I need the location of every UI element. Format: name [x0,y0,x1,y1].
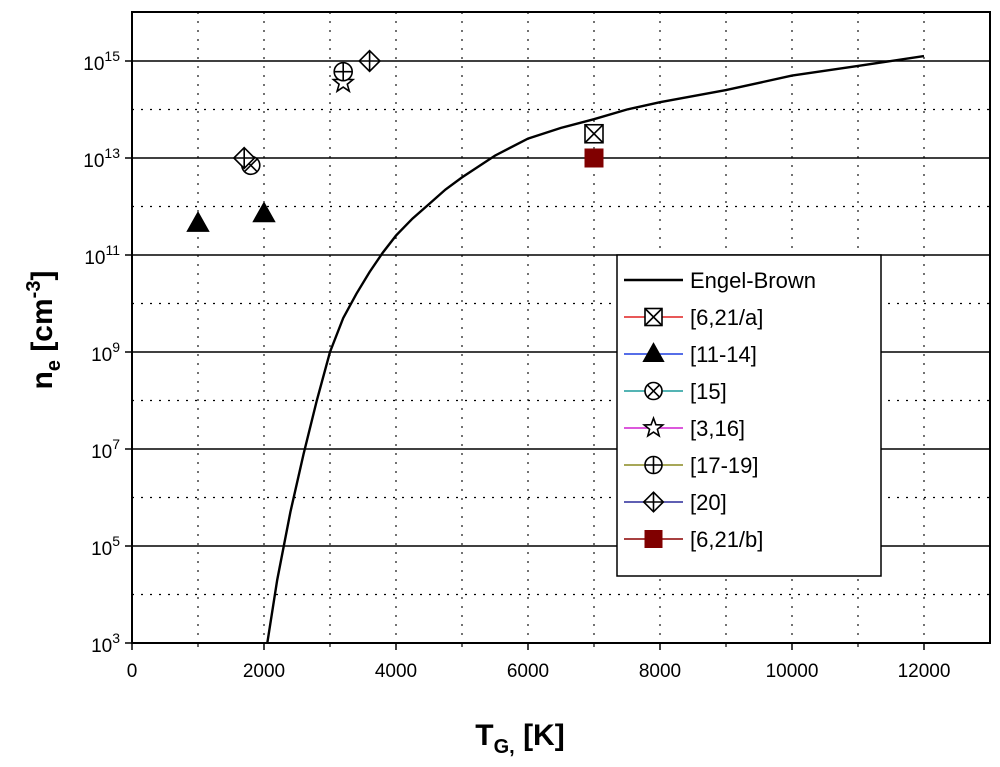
y-tick-label: 103 [91,630,120,657]
legend-label: [15] [690,379,727,404]
legend-item: [17-19] [624,453,759,478]
legend-label: [20] [690,490,727,515]
legend-marker-circle-plus [644,455,663,475]
data-point-diamond-plus [358,49,382,73]
x-tick-label: 12000 [898,661,951,682]
legend-item: [11-14] [624,342,757,367]
x-tick-label: 0 [127,661,138,682]
x-tick-label: 2000 [243,661,285,682]
y-axis-title-end: ] [26,271,59,281]
legend-label: [17-19] [690,453,759,478]
points-layer [186,49,604,232]
legend-item: [3,16] [624,415,745,441]
legend-label: [3,16] [690,416,745,441]
legend-marker-diamond-plus [642,491,665,513]
y-axis-title-rest: [cm [26,298,59,360]
y-axis-title-sup: -3 [23,281,45,299]
data-point-diamond-plus [232,146,256,170]
x-axis-title: TG, [K] [475,719,564,758]
legend-marker-square-filled [644,530,663,548]
y-tick-label: 109 [91,339,120,366]
legend-item: [6,21/a] [624,305,763,330]
y-axis-title-sub: e [43,360,65,371]
legend-marker-star [642,415,665,438]
x-axis-title-sub: G, [494,736,515,758]
x-tick-labels: 0 2000 4000 6000 8000 10000 12000 [127,643,951,682]
x-axis-title-main: T [475,719,493,752]
curve-layer [266,54,925,644]
data-point-triangle [186,211,210,232]
plot-frame [131,11,991,644]
legend-item: [15] [624,379,727,404]
legend-label: [6,21/b] [690,527,763,552]
legend-label: [11-14] [690,342,757,367]
data-point-circle-plus [333,61,354,82]
data-point-triangle [252,201,276,223]
y-axis-title: ne [cm-3] [23,271,65,390]
legend-marker-square-cross [644,307,663,327]
x-tick-label: 6000 [507,661,549,682]
x-tick-label: 10000 [766,661,819,682]
y-tick-label: 1015 [83,48,120,75]
data-point-square-filled [584,148,604,168]
legend-label: Engel-Brown [690,268,816,293]
y-axis-title-main: n [26,371,59,389]
legend-item: Engel-Brown [624,268,816,293]
x-tick-label: 4000 [375,661,417,682]
data-point-square-cross [584,123,604,144]
y-tick-label: 105 [91,533,120,560]
legend-item: [6,21/b] [624,527,763,552]
data-point-star [331,70,356,94]
legend-label: [6,21/a] [690,305,763,330]
legend-marker-triangle [642,342,665,363]
y-tick-labels: 103 105 107 109 1011 1013 1015 [83,48,132,657]
legend: Engel-Brown [6,21/a] [11-14] [15] [3,16] [17-… [616,254,882,577]
y-tick-label: 107 [91,436,120,463]
x-axis-title-rest: [K] [515,719,565,752]
y-tick-label: 1011 [84,242,120,269]
legend-marker-circle-cross [644,381,663,401]
engel-brown-curve [266,54,925,644]
y-tick-label: 1013 [83,145,120,172]
x-tick-label: 8000 [639,661,681,682]
legend-item: [20] [624,490,727,515]
